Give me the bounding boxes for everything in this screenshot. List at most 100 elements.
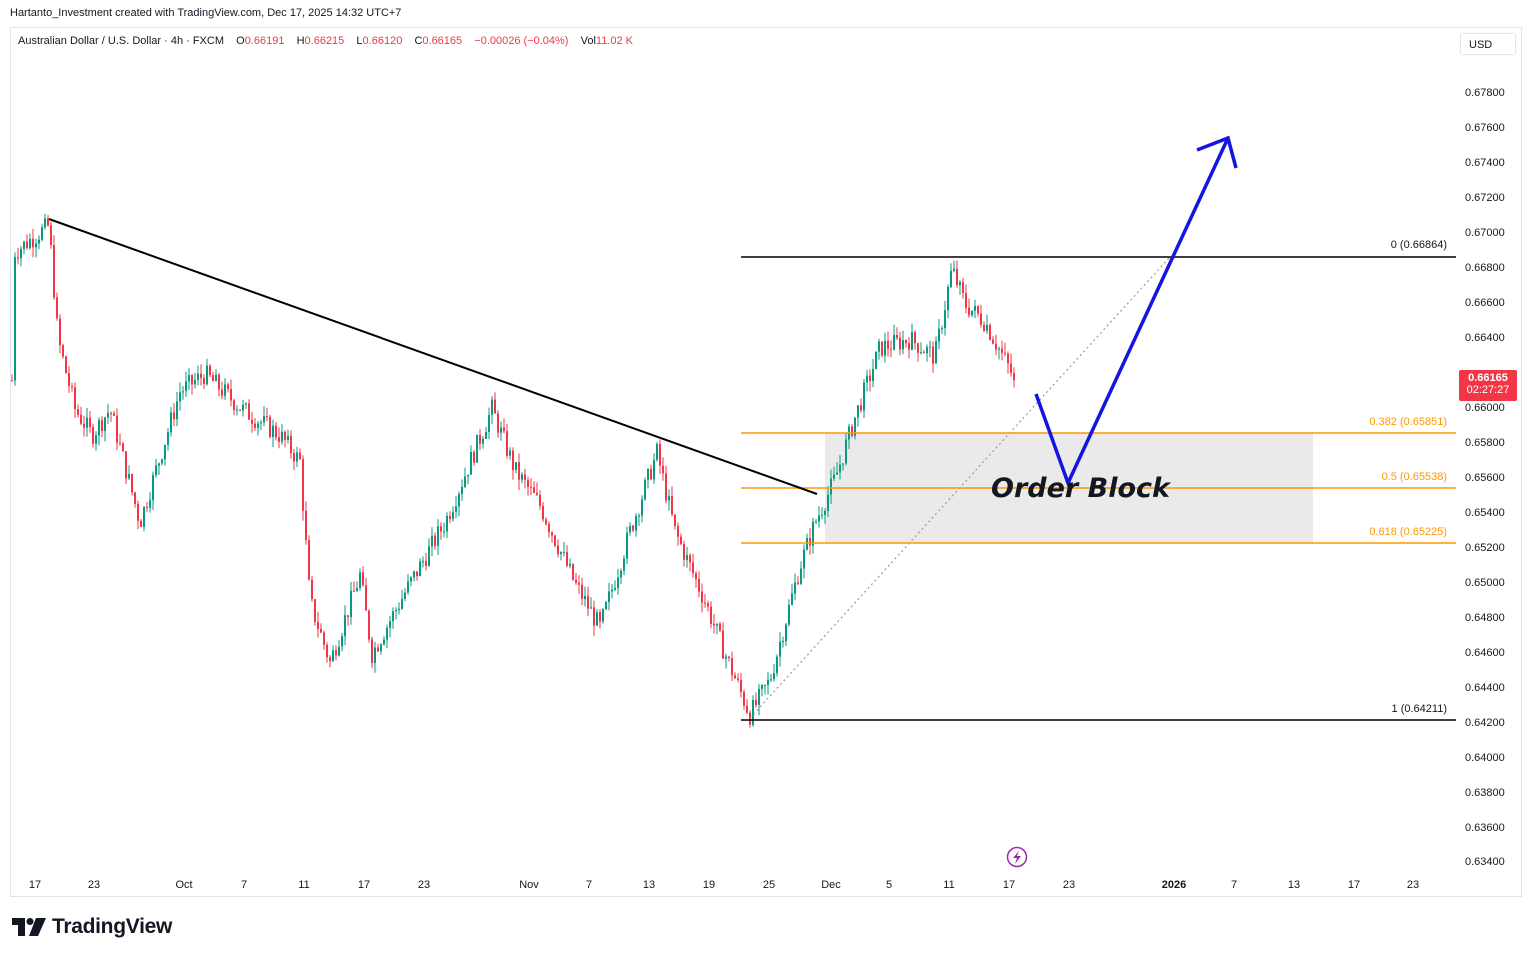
candle-body <box>518 462 520 480</box>
candle-body <box>764 685 766 686</box>
candle-body <box>644 479 646 500</box>
fib-label-0382: 0.382 (0.65851) <box>1369 416 1447 428</box>
candle-body <box>35 243 37 248</box>
candle-body <box>71 386 73 388</box>
candle-body <box>359 572 361 588</box>
candle-body <box>671 496 673 515</box>
chart-frame[interactable] <box>10 27 1522 897</box>
candle-body <box>674 514 676 526</box>
candle-body <box>713 623 715 626</box>
candle-body <box>986 325 988 331</box>
candle-body <box>269 416 271 437</box>
time-tick-label: 7 <box>586 879 592 891</box>
time-tick-label: 13 <box>643 879 655 891</box>
candle-body <box>251 419 253 424</box>
candle-body <box>872 368 874 381</box>
candle-body <box>629 525 631 533</box>
chart-credit: Hartanto_Investment created with Trading… <box>10 7 402 19</box>
candle-body <box>473 452 475 463</box>
candle-body <box>443 531 445 533</box>
candle-body <box>68 373 70 387</box>
candle-body <box>185 381 187 392</box>
candle-body <box>293 453 295 462</box>
candle-body <box>353 590 355 592</box>
candle-body <box>752 700 754 725</box>
candle-body <box>347 615 349 617</box>
candle-body <box>743 691 745 706</box>
trendline[interactable] <box>48 218 818 495</box>
lightning-icon[interactable] <box>1006 846 1028 868</box>
candle-body <box>899 337 901 350</box>
candle-body <box>128 474 130 479</box>
candle-body <box>494 399 496 414</box>
candle-body <box>878 341 880 352</box>
candle-body <box>923 352 925 354</box>
time-tick-label: 2026 <box>1162 879 1186 891</box>
candle-body <box>773 673 775 680</box>
candle-body <box>221 389 223 396</box>
candle-body <box>701 591 703 603</box>
candle-body <box>992 339 994 344</box>
candle-body <box>635 516 637 531</box>
fib-label-1: 1 (0.64211) <box>1392 703 1447 715</box>
candle-body <box>281 431 283 442</box>
candle-body <box>110 412 112 414</box>
candle-body <box>62 345 64 357</box>
candle-body <box>1007 353 1009 364</box>
time-axis[interactable]: 17 23 Oct 7 11 17 23 Nov 7 13 19 25 Dec 5 11 17 23 2026 7 1… <box>29 879 1419 891</box>
symbol-title[interactable]: Australian Dollar / U.S. Dollar · 4h · F… <box>18 35 224 47</box>
candle-body <box>380 644 382 652</box>
candle-body <box>968 307 970 316</box>
currency-button[interactable]: USD <box>1460 33 1516 55</box>
projection-path[interactable] <box>1034 137 1230 488</box>
candle-body <box>890 348 892 350</box>
candle-body <box>317 621 319 629</box>
candle-body <box>953 268 955 271</box>
candle-body <box>875 351 877 369</box>
candle-body <box>167 432 169 445</box>
low-value: 0.66120 <box>362 35 403 47</box>
candle-body <box>533 487 535 493</box>
candle-body <box>965 293 967 308</box>
candle-body <box>1013 373 1015 381</box>
open-label: O <box>236 35 245 47</box>
time-tick-label: 17 <box>358 879 370 891</box>
candle-body <box>959 282 961 285</box>
candle-body <box>98 420 100 436</box>
candle-body <box>260 422 262 424</box>
candle-body <box>911 332 913 350</box>
price-axis[interactable]: 0.67800 0.67600 0.67400 0.67200 0.67000 0.668… <box>1465 87 1505 868</box>
candle-body <box>248 403 250 420</box>
candle-body <box>227 384 229 389</box>
candle-body <box>983 324 985 331</box>
candle-body <box>593 607 595 626</box>
candle-body <box>461 487 463 495</box>
candle-body <box>845 439 847 464</box>
candle-body <box>377 647 379 652</box>
candle-body <box>1001 348 1003 353</box>
candle-body <box>263 416 265 423</box>
high-value: 0.66215 <box>304 35 345 47</box>
candle-body <box>569 564 571 566</box>
candle-body <box>302 459 304 511</box>
candle-body <box>716 623 718 626</box>
candle-body <box>197 373 199 380</box>
time-tick-label: 23 <box>1063 879 1075 891</box>
candle-body <box>536 492 538 495</box>
candle-body <box>116 415 118 443</box>
candle-body <box>191 375 193 385</box>
candle-body <box>758 688 760 705</box>
candle-body <box>905 340 907 344</box>
low-label: L <box>356 35 363 47</box>
candle-body <box>590 607 592 609</box>
candle-body <box>53 245 55 298</box>
candle-body <box>641 499 643 516</box>
candle-body <box>374 647 376 663</box>
change-value: −0.00026 (−0.04%) <box>474 35 569 47</box>
candle-body <box>551 532 553 536</box>
candle-body <box>230 388 232 401</box>
time-tick-label: Nov <box>519 879 539 891</box>
tradingview-logo[interactable]: TradingView <box>12 915 172 939</box>
candle-body <box>908 343 910 350</box>
